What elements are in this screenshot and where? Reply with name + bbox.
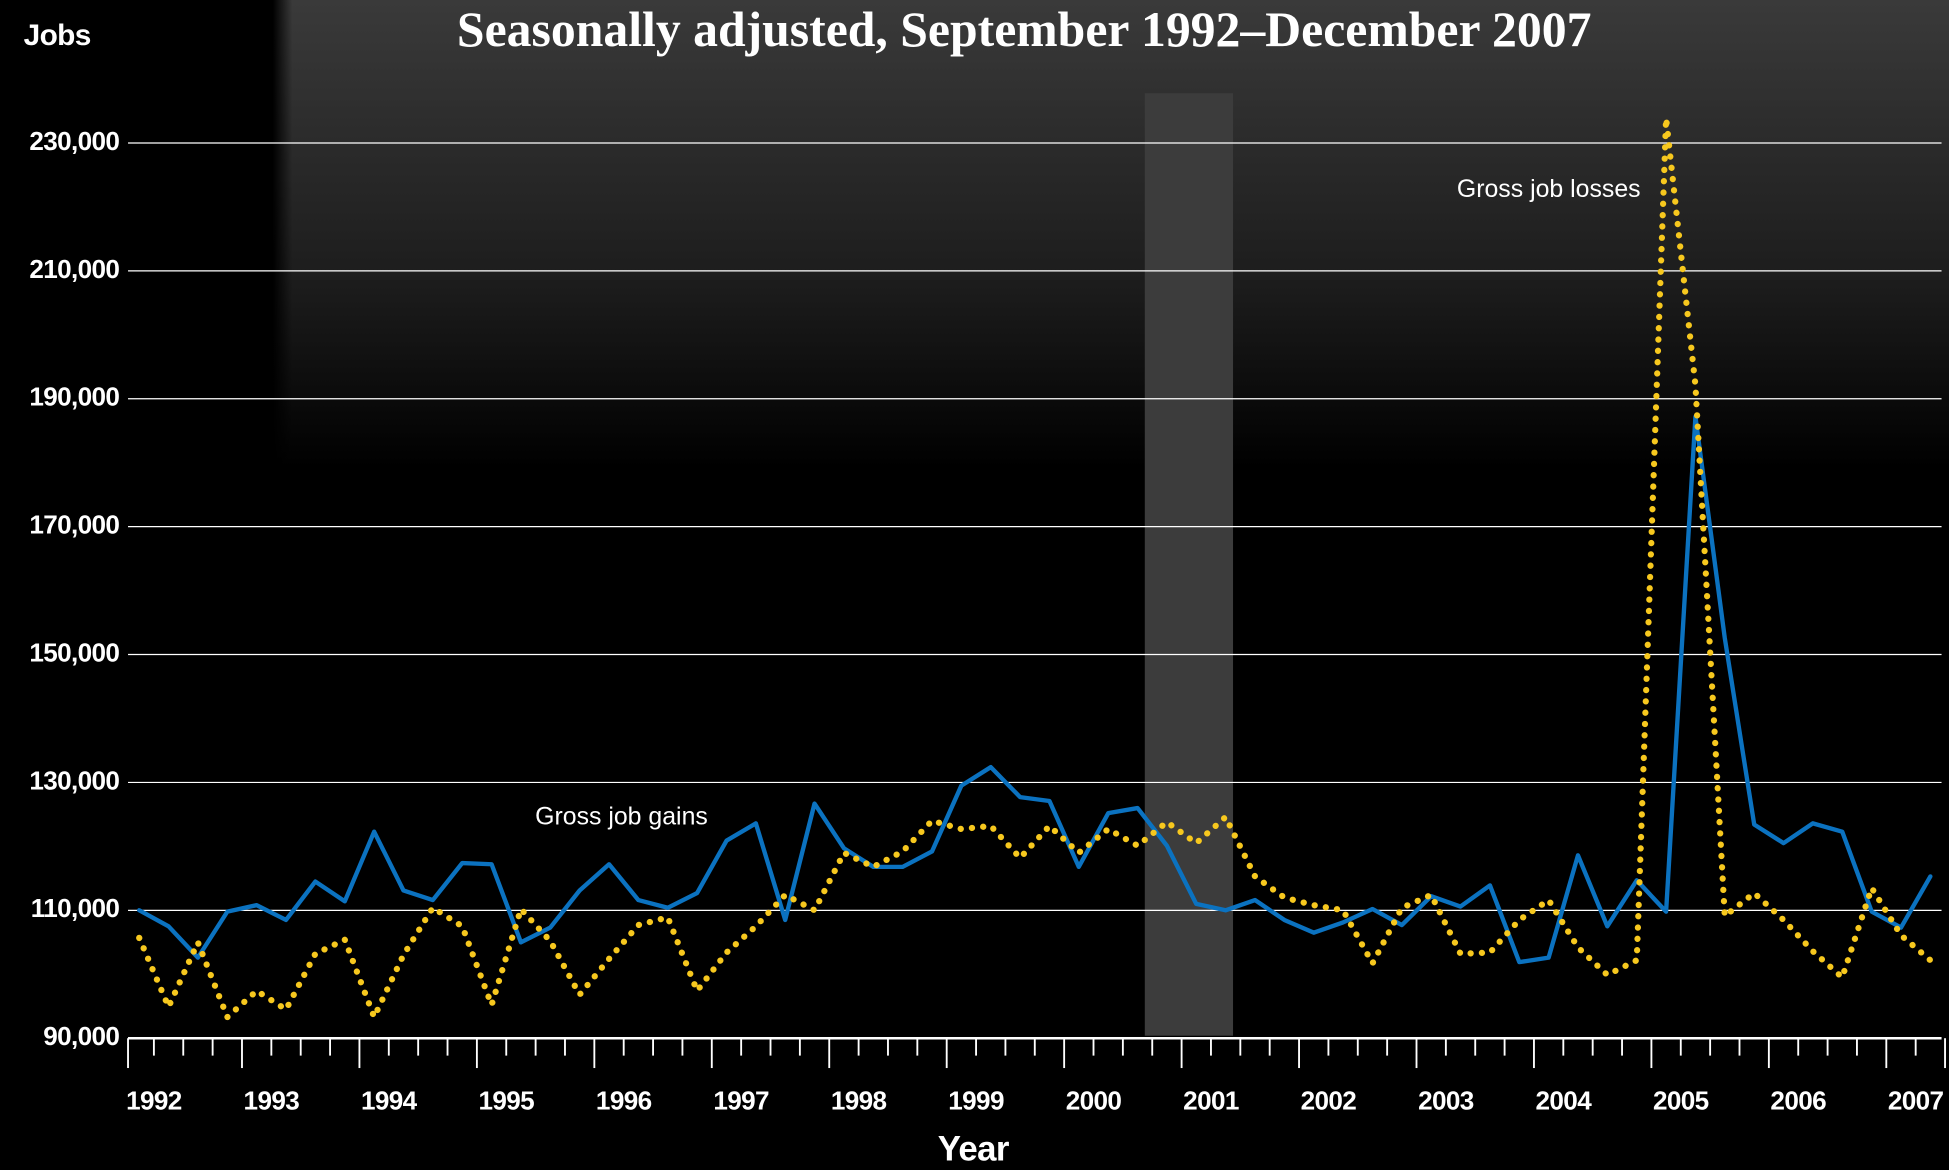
chart: Seasonally adjusted, September 1992–Dece… [0,0,1949,1170]
x-tick-label: 1995 [478,1086,534,1116]
x-tick-label: 1994 [361,1086,418,1116]
x-tick-label: 1992 [126,1086,182,1116]
y-tick-label: 190,000 [29,382,119,412]
x-tick-label: 1996 [596,1086,652,1116]
x-tick-label: 2004 [1536,1086,1593,1116]
x-tick-label: 2001 [1183,1086,1239,1116]
y-tick-label: 130,000 [29,765,119,795]
x-tick-label: 1998 [831,1086,887,1116]
x-tick-label: 2006 [1770,1086,1826,1116]
x-axis-label: Year [938,1130,1010,1169]
y-axis-label: Jobs [24,19,91,52]
x-tick-label: 2003 [1418,1086,1474,1116]
annotation: Gross job losses [1457,175,1641,203]
x-tick-label: 2000 [1066,1086,1122,1116]
x-tick-label: 1997 [713,1086,769,1116]
x-tick-label: 1993 [244,1086,300,1116]
y-tick-label: 110,000 [31,893,120,923]
y-tick-label: 230,000 [29,126,119,156]
y-tick-label: 90,000 [43,1021,119,1051]
x-tick-label: 2005 [1653,1086,1709,1116]
y-tick-label: 210,000 [29,254,119,284]
annotation: Gross job gains [535,803,708,831]
y-tick-label: 150,000 [29,637,119,667]
x-tick-label: 2007 [1888,1086,1944,1116]
x-tick-label: 2002 [1301,1086,1357,1116]
x-tick-label: 1999 [948,1086,1004,1116]
chart-title: Seasonally adjusted, September 1992–Dece… [457,2,1592,57]
recession-shading [1145,93,1233,1035]
y-tick-label: 170,000 [29,510,119,540]
